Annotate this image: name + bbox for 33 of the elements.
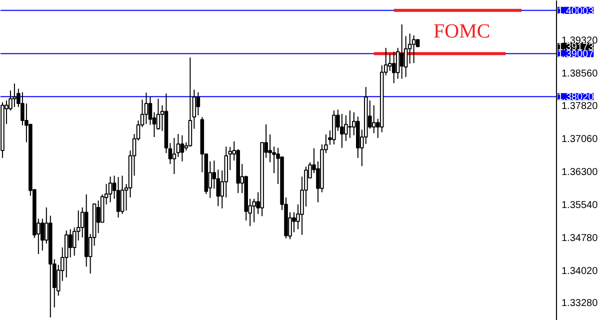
candlestick (172, 137, 176, 174)
candlestick (252, 198, 256, 223)
y-tick-label: 1.36300 (562, 166, 598, 178)
candlestick (96, 200, 100, 234)
candlestick (108, 176, 112, 203)
candlestick (120, 175, 124, 214)
candlestick (292, 212, 296, 233)
candlestick (116, 176, 120, 218)
candlestick (68, 228, 72, 258)
candlestick (12, 83, 16, 108)
candlestick (40, 218, 44, 251)
candlestick (144, 92, 148, 124)
candlestick (180, 134, 184, 162)
ref-line-label: 1.40003 (558, 6, 594, 17)
y-tick-label: 1.37820 (562, 100, 598, 112)
y-tick-label: 1.34780 (562, 232, 598, 244)
y-tick-label: 1.37060 (562, 134, 598, 145)
candlestick (400, 24, 404, 80)
candlestick (64, 230, 68, 278)
y-tick-label: 1.38560 (562, 68, 598, 80)
candlestick (372, 104, 376, 134)
annotation: FOMC (434, 20, 490, 42)
candlestick (348, 110, 352, 138)
candlestick (412, 34, 416, 64)
y-tick-label: 1.34020 (562, 266, 598, 277)
candlestick (156, 98, 160, 130)
candlestick (392, 51, 396, 84)
candlestick (176, 133, 180, 158)
candlestick (340, 113, 344, 148)
y-tick-label: 1.33280 (562, 298, 598, 310)
candlestick (396, 47, 400, 80)
candlestick (196, 92, 200, 116)
y-tick-label: 1.35540 (562, 200, 598, 211)
